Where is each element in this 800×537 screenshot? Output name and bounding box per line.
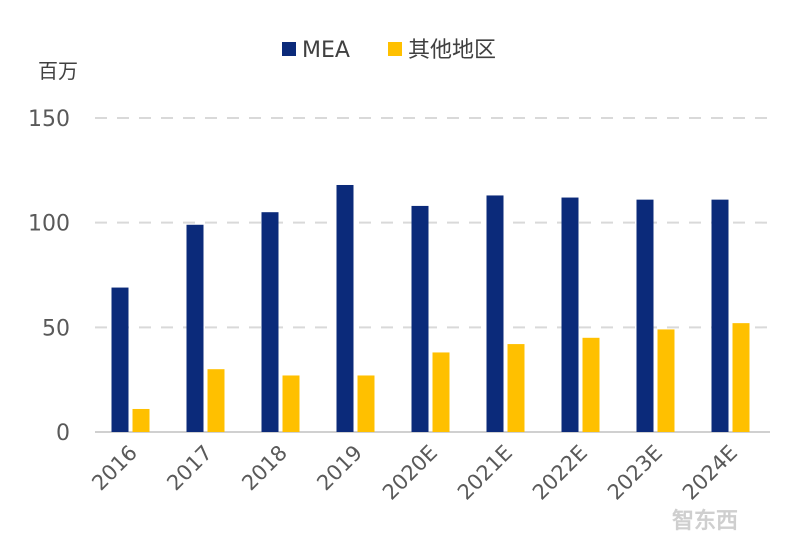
bar-other-regions-2018 (282, 375, 300, 432)
bar-other-regions-2017 (207, 369, 225, 432)
y-tick-label: 50 (42, 316, 70, 341)
y-axis-unit-label: 百万 (38, 59, 78, 83)
bar-other-regions-2023E (657, 329, 675, 432)
bar-mea-2023E (636, 199, 654, 432)
bar-other-regions-2024E (732, 323, 750, 432)
x-tick-label: 2021E (453, 441, 517, 505)
x-tick-label: 2019 (312, 441, 367, 496)
legend-swatch-mea (282, 42, 296, 56)
bars (111, 184, 750, 432)
x-tick-label: 2017 (162, 441, 217, 496)
y-tick-label: 0 (56, 421, 70, 446)
y-tick-label: 150 (28, 107, 70, 132)
bar-other-regions-2019 (357, 375, 375, 432)
legend: MEA 其他地区 (282, 38, 496, 63)
x-tick-label: 2024E (678, 441, 742, 505)
bar-other-regions-2016 (132, 408, 150, 432)
x-tick-label: 2020E (378, 441, 442, 505)
bar-other-regions-2020E (432, 352, 450, 432)
bar-mea-2017 (186, 224, 204, 432)
bar-other-regions-2022E (582, 337, 600, 432)
bar-mea-2019 (336, 184, 354, 432)
bar-mea-2018 (261, 212, 279, 432)
legend-label-other-regions: 其他地区 (408, 38, 496, 63)
x-tick-label: 2023E (603, 441, 667, 505)
x-tick-label: 2016 (87, 441, 142, 496)
bar-mea-2020E (411, 205, 429, 432)
legend-swatch-other-regions (388, 42, 402, 56)
y-axis-ticks: 0 50 100 150 (28, 107, 70, 446)
bar-other-regions-2021E (507, 344, 525, 432)
bar-mea-2022E (561, 197, 579, 432)
legend-label-mea: MEA (302, 38, 350, 63)
bar-mea-2024E (711, 199, 729, 432)
x-tick-label: 2022E (528, 441, 592, 505)
x-tick-label: 2018 (237, 441, 292, 496)
y-tick-label: 100 (28, 212, 70, 237)
bar-mea-2016 (111, 287, 129, 432)
bar-mea-2021E (486, 195, 504, 432)
x-axis-labels: 2016 2017 2018 2019 2020E 2021E 2022E 2023E 2024… (87, 441, 742, 505)
watermark-logo: 智东西 (672, 508, 738, 534)
